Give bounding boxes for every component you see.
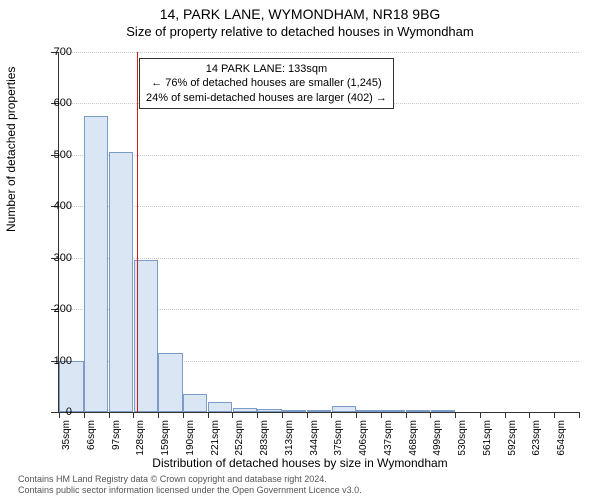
chart-subtitle: Size of property relative to detached ho…: [0, 24, 600, 39]
chart-title: 14, PARK LANE, WYMONDHAM, NR18 9BG: [0, 6, 600, 22]
histogram-bar: [406, 410, 430, 412]
histogram-bar: [356, 410, 380, 412]
y-axis-label: Number of detached properties: [4, 67, 18, 232]
x-tick-label: 468sqm: [408, 420, 419, 460]
histogram-bar: [282, 410, 306, 412]
histogram-bar: [381, 410, 405, 412]
y-tick-label: 700: [42, 46, 72, 58]
histogram-bar: [307, 410, 331, 412]
y-tick-label: 400: [42, 200, 72, 212]
x-tick-label: 97sqm: [111, 420, 122, 460]
histogram-bar: [332, 406, 356, 412]
x-tick-label: 344sqm: [309, 420, 320, 460]
histogram-bar: [208, 402, 232, 412]
footer-line-2: Contains public sector information licen…: [18, 485, 362, 496]
x-tick-label: 313sqm: [284, 420, 295, 460]
histogram-bar: [257, 409, 281, 412]
histogram-bar: [431, 410, 455, 412]
histogram-bar: [109, 152, 133, 412]
x-tick-label: 623sqm: [531, 420, 542, 460]
x-tick-label: 654sqm: [556, 420, 567, 460]
x-tick-label: 437sqm: [383, 420, 394, 460]
x-tick-label: 406sqm: [358, 420, 369, 460]
y-tick-label: 500: [42, 149, 72, 161]
x-tick-label: 252sqm: [234, 420, 245, 460]
histogram-bar: [84, 116, 108, 412]
x-tick-label: 221sqm: [210, 420, 221, 460]
annotation-line: 24% of semi-detached houses are larger (…: [146, 91, 387, 105]
y-tick-label: 200: [42, 303, 72, 315]
x-tick-label: 190sqm: [185, 420, 196, 460]
histogram-bar: [59, 361, 83, 412]
x-tick-label: 128sqm: [135, 420, 146, 460]
attribution-footer: Contains HM Land Registry data © Crown c…: [18, 474, 362, 496]
annotation-line: ← 76% of detached houses are smaller (1,…: [146, 76, 387, 90]
y-tick-label: 300: [42, 252, 72, 264]
x-tick-label: 66sqm: [86, 420, 97, 460]
x-tick-label: 35sqm: [61, 420, 72, 460]
x-tick-label: 592sqm: [507, 420, 518, 460]
histogram-bar: [233, 408, 257, 412]
annotation-box: 14 PARK LANE: 133sqm← 76% of detached ho…: [139, 58, 394, 109]
x-tick-label: 375sqm: [333, 420, 344, 460]
histogram-bar: [183, 394, 207, 412]
x-tick-label: 530sqm: [457, 420, 468, 460]
plot-area: 14 PARK LANE: 133sqm← 76% of detached ho…: [58, 52, 579, 413]
x-tick-label: 283sqm: [259, 420, 270, 460]
y-tick-label: 0: [42, 406, 72, 418]
footer-line-1: Contains HM Land Registry data © Crown c…: [18, 474, 362, 485]
histogram-bar: [158, 353, 182, 412]
x-tick-label: 159sqm: [160, 420, 171, 460]
y-tick-label: 100: [42, 355, 72, 367]
x-tick-label: 561sqm: [482, 420, 493, 460]
annotation-line: 14 PARK LANE: 133sqm: [146, 62, 387, 76]
y-tick-label: 600: [42, 97, 72, 109]
x-tick-label: 499sqm: [432, 420, 443, 460]
